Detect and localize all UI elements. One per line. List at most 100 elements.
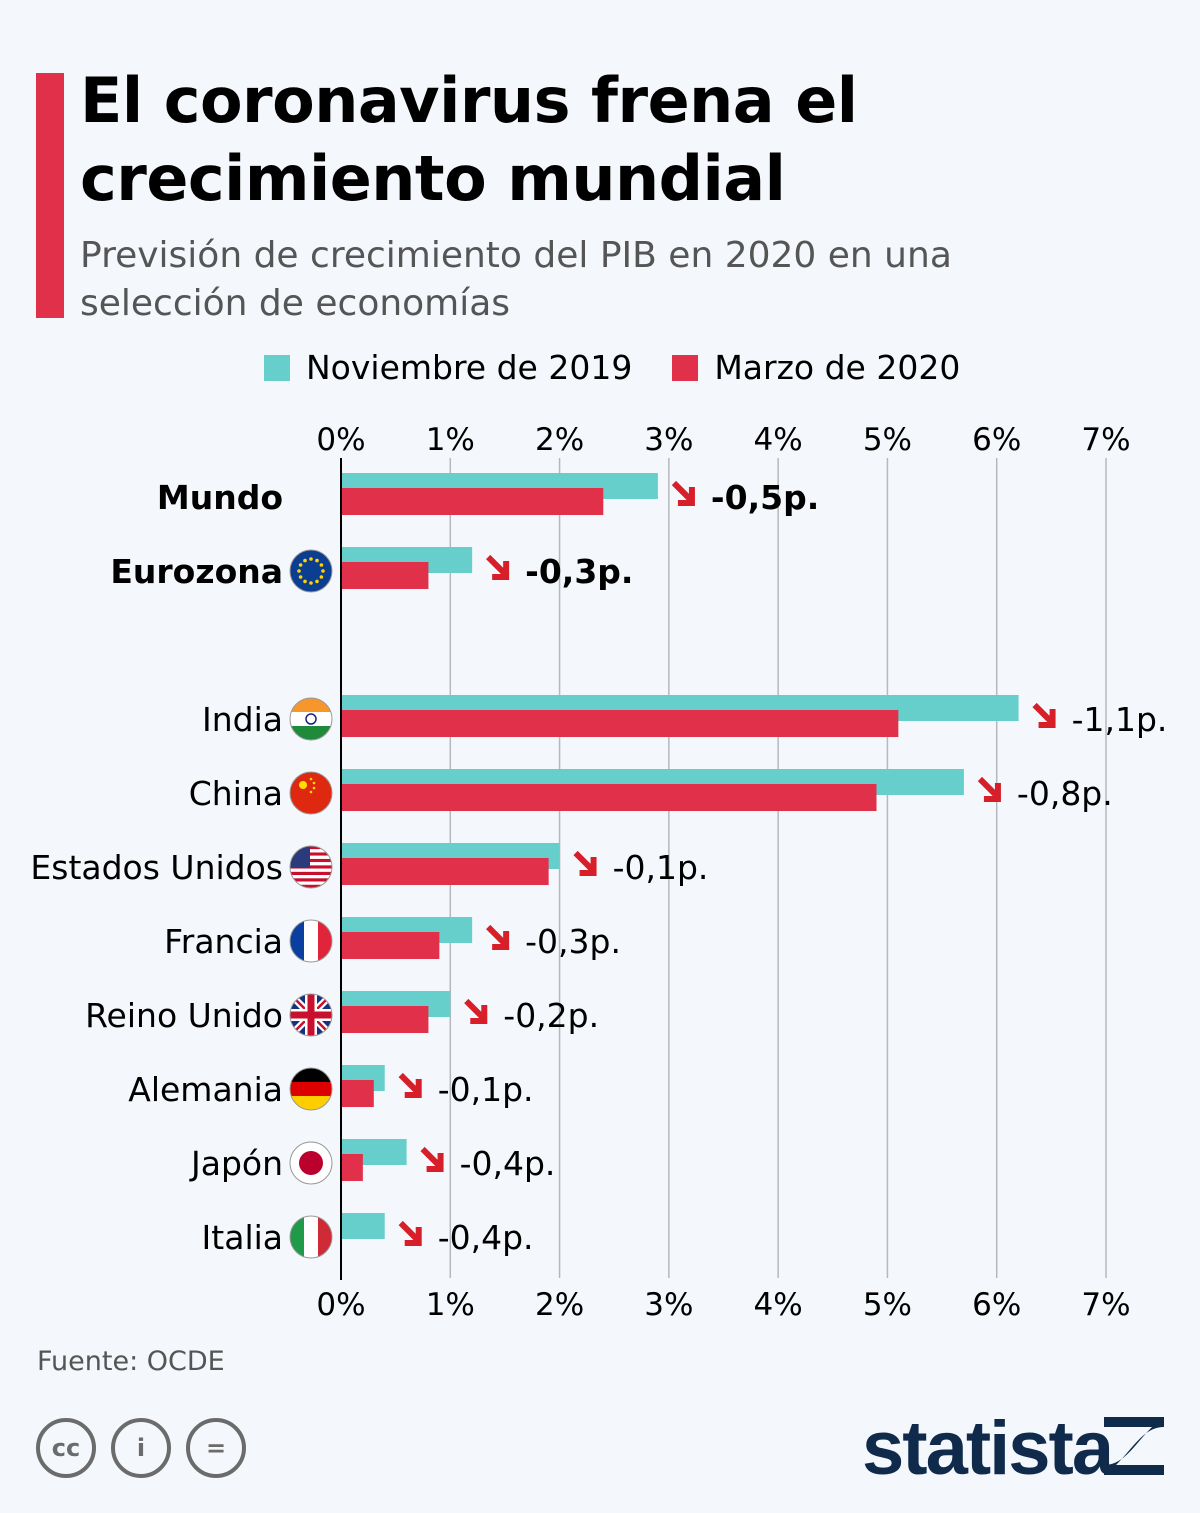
change-label: -0,4p.	[460, 1144, 556, 1183]
flag-border	[289, 771, 333, 815]
category-label: Estados Unidos	[30, 848, 283, 887]
category-label: China	[189, 774, 283, 813]
flag-border	[289, 1141, 333, 1185]
arrow-path	[671, 480, 695, 506]
flag-border	[289, 697, 333, 741]
x-tick-label: 1%	[426, 1287, 475, 1323]
x-tick-label: 2%	[535, 422, 584, 458]
bar-nov2019	[341, 1213, 385, 1239]
license-icons: cc i =	[36, 1418, 246, 1478]
flag-body	[290, 846, 332, 888]
category-label: Japón	[189, 1144, 283, 1183]
cc-icon[interactable]: cc	[36, 1418, 96, 1478]
x-tick-label: 3%	[644, 422, 693, 458]
usa-flag-icon	[289, 845, 333, 889]
x-tick-label: 7%	[1081, 1287, 1130, 1323]
uk-flag-icon	[289, 993, 333, 1037]
flag-body	[290, 1216, 332, 1258]
star	[298, 563, 303, 567]
flag-part	[318, 1216, 332, 1258]
down-arrow-icon	[486, 924, 510, 950]
bar-mar2020	[341, 1154, 363, 1181]
france-flag-icon	[289, 919, 333, 963]
flag-part	[290, 712, 332, 726]
change-label: -0,1p.	[613, 848, 709, 887]
legend-swatch	[672, 354, 699, 381]
statista-logo-mark	[1104, 1417, 1164, 1475]
change-label: -0,3p.	[525, 552, 633, 591]
arrow-path	[398, 1220, 422, 1246]
flag-part	[290, 855, 332, 859]
bar-row-china: China -0,8p.	[189, 769, 1113, 815]
bar-row-eurozona: Eurozona -0,3p.	[110, 547, 633, 593]
change-label: -0,3p.	[525, 922, 621, 961]
category-label: Mundo	[157, 478, 283, 517]
legend-label: Noviembre de 2019	[306, 348, 633, 387]
flag-part	[290, 920, 304, 962]
bar-row-mundo: Mundo -0,5p.	[157, 473, 819, 517]
star	[309, 557, 313, 561]
down-arrow-icon	[977, 776, 1001, 802]
arrow-path	[420, 1146, 444, 1172]
bar-row-reino-unido: Reino Unido -0,2p.	[85, 991, 599, 1037]
flag-part	[290, 865, 332, 869]
arrow-path	[486, 554, 510, 580]
category-label: India	[202, 700, 283, 739]
flag-part	[290, 871, 332, 876]
legend-label: Marzo de 2020	[714, 348, 961, 387]
down-arrow-icon	[486, 554, 510, 580]
flag-body	[290, 1142, 332, 1184]
india-flag-icon	[289, 697, 333, 741]
star	[299, 781, 307, 789]
flag-part	[290, 698, 332, 712]
x-tick-label: 5%	[863, 1287, 912, 1323]
change-label: -1,1p.	[1072, 700, 1168, 739]
statista-logo[interactable]: statista	[862, 1406, 1114, 1491]
accent-bar	[36, 73, 64, 318]
x-tick-label: 0%	[316, 1287, 365, 1323]
chart-title: El coronavirus frena el crecimiento mund…	[80, 64, 858, 215]
flag-body	[290, 772, 332, 814]
star	[319, 563, 324, 567]
flag-border	[289, 1067, 333, 1111]
flag-part	[290, 862, 332, 866]
legend-swatch	[264, 354, 290, 381]
star	[298, 575, 303, 579]
by-attribution-icon[interactable]: i	[111, 1418, 171, 1478]
flag-part	[290, 858, 332, 863]
flag-part	[304, 1216, 318, 1258]
legend-item-nov2019: Noviembre de 2019	[264, 348, 632, 387]
change-label: -0,1p.	[438, 1070, 534, 1109]
star	[321, 569, 325, 573]
bar-row-alemania: Alemania -0,1p.	[128, 1065, 534, 1111]
flag-part	[290, 868, 332, 872]
arrow-path	[398, 1072, 422, 1098]
down-arrow-icon	[398, 1072, 422, 1098]
arrow-path	[464, 998, 488, 1024]
flag-part	[290, 1216, 304, 1258]
flag-body	[290, 994, 332, 1036]
x-tick-label: 0%	[316, 422, 365, 458]
bar-mar2020	[341, 1006, 429, 1033]
flag-part	[290, 884, 332, 888]
star	[315, 558, 319, 563]
star	[297, 569, 301, 573]
bar-row-estados-unidos: Estados Unidos -0,1p.	[30, 843, 709, 889]
bar-row-india: India -1,1p.	[202, 695, 1168, 741]
flag-part	[290, 550, 332, 592]
flag-part	[290, 1082, 332, 1096]
down-arrow-icon	[1032, 702, 1056, 728]
down-arrow-icon	[420, 1146, 444, 1172]
chakra	[305, 713, 317, 725]
flag-part	[290, 1068, 332, 1082]
bar-mar2020	[341, 858, 549, 885]
flag-body	[290, 1068, 332, 1110]
change-label: -0,8p.	[1017, 774, 1113, 813]
nd-equals-icon[interactable]: =	[186, 1418, 246, 1478]
flag-part	[290, 1011, 332, 1019]
change-label: -0,5p.	[711, 478, 819, 517]
bar-mar2020	[341, 1080, 374, 1107]
flag-part	[290, 881, 332, 885]
flag-part	[290, 878, 332, 882]
